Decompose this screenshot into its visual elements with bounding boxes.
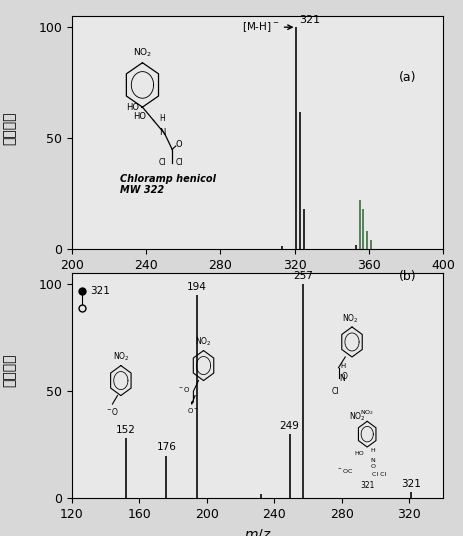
Text: NO$_2$: NO$_2$ bbox=[341, 312, 358, 325]
Text: NO$_2$: NO$_2$ bbox=[112, 351, 129, 363]
Text: NO$_2$: NO$_2$ bbox=[348, 411, 364, 423]
Text: H: H bbox=[339, 363, 344, 369]
Text: N: N bbox=[370, 458, 375, 463]
Text: (b): (b) bbox=[398, 270, 415, 283]
Text: NO$_2$: NO$_2$ bbox=[359, 408, 373, 417]
Text: $^-$O: $^-$O bbox=[176, 385, 190, 393]
Text: 257: 257 bbox=[293, 271, 313, 281]
Text: Cl: Cl bbox=[159, 158, 166, 167]
X-axis label: $m/z$: $m/z$ bbox=[243, 527, 271, 536]
Text: 152: 152 bbox=[116, 425, 136, 435]
Text: Cl: Cl bbox=[175, 158, 183, 167]
Text: HO: HO bbox=[353, 451, 363, 456]
Text: NO$_2$: NO$_2$ bbox=[132, 47, 152, 59]
Text: N: N bbox=[159, 128, 165, 137]
X-axis label: $m/z$: $m/z$ bbox=[243, 278, 271, 293]
Text: N: N bbox=[338, 374, 344, 383]
Text: O: O bbox=[175, 140, 182, 150]
Text: 194: 194 bbox=[187, 281, 206, 292]
Text: 321: 321 bbox=[400, 479, 420, 489]
Text: (a): (a) bbox=[398, 71, 415, 84]
Text: Cl: Cl bbox=[331, 387, 338, 396]
Text: O: O bbox=[341, 372, 347, 381]
Text: Chloramp henicol
MW 322: Chloramp henicol MW 322 bbox=[120, 174, 216, 195]
Text: O$^-$: O$^-$ bbox=[187, 406, 199, 415]
Text: HO: HO bbox=[133, 111, 146, 121]
Text: 321: 321 bbox=[299, 15, 320, 25]
Text: HO: HO bbox=[125, 102, 138, 111]
Text: 321: 321 bbox=[90, 286, 110, 295]
Text: Cl Cl: Cl Cl bbox=[371, 472, 386, 478]
Text: 321: 321 bbox=[359, 481, 374, 490]
Text: H: H bbox=[370, 449, 375, 453]
Text: $^-$OC: $^-$OC bbox=[337, 467, 353, 474]
Text: 249: 249 bbox=[279, 421, 299, 431]
Text: 相对丰度: 相对丰度 bbox=[2, 112, 16, 145]
Text: H: H bbox=[159, 114, 164, 123]
Text: O: O bbox=[370, 464, 375, 469]
Text: $^-$O: $^-$O bbox=[105, 406, 119, 418]
Text: 相对丰度: 相对丰度 bbox=[2, 353, 16, 386]
Text: 176: 176 bbox=[156, 442, 176, 452]
Text: [M-H]$^-$: [M-H]$^-$ bbox=[242, 20, 279, 34]
Text: NO$_2$: NO$_2$ bbox=[195, 336, 212, 348]
